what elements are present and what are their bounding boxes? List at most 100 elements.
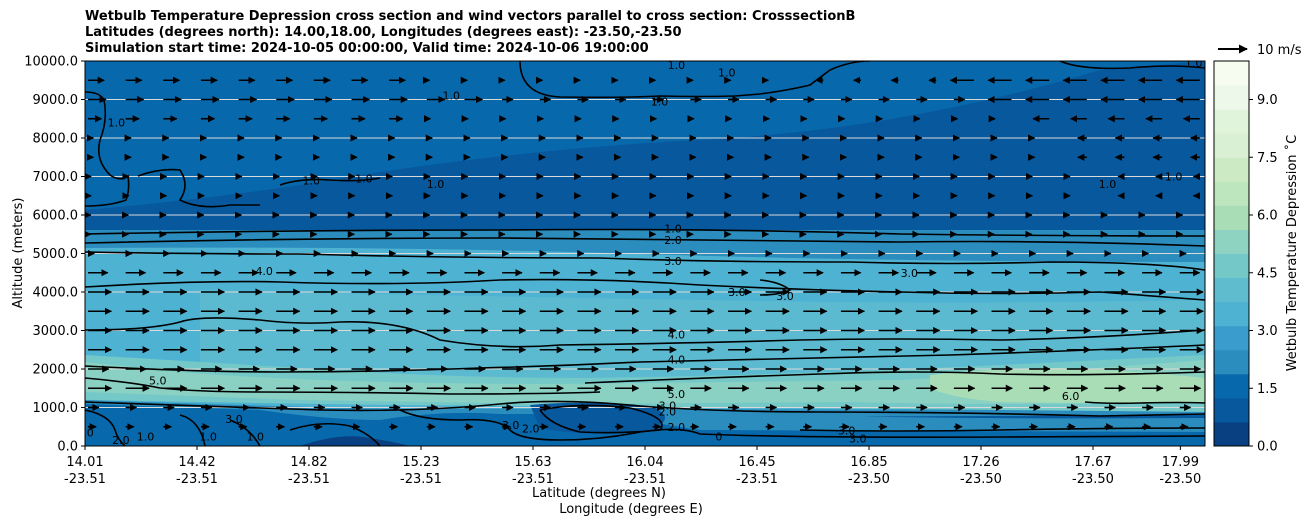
colorbar-segment — [1214, 181, 1249, 206]
contour-surface-b — [179, 414, 206, 446]
contour-label: 6.0 — [1062, 390, 1080, 403]
colorbar-tick-label: 6.0 — [1257, 209, 1278, 224]
contour-5-right — [584, 371, 1205, 384]
contour-label: 1.0 — [668, 59, 686, 72]
colorbar-segment — [1214, 85, 1249, 110]
x-tick-label-lon: -23.51 — [176, 472, 218, 487]
y-axis-label: Altitude (meters) — [11, 198, 26, 309]
colorbar-tick-label: 3.0 — [1257, 324, 1278, 339]
x-axis: 14.01 -23.51 14.42 -23.51 14.82 -23.51 15.23 -2… — [64, 446, 1201, 487]
contour-1-topright — [1059, 61, 1205, 70]
y-tick-label: 3000.0 — [33, 324, 79, 339]
colorbar-tick-label: 4.5 — [1257, 266, 1278, 281]
wind-vectors — [85, 76, 1204, 431]
gridlines — [85, 99, 1205, 408]
y-tick-label: 4000.0 — [33, 286, 79, 301]
colorbar-segment — [1214, 205, 1249, 230]
contour-label: 1.0 — [246, 430, 264, 443]
x-tick-label-lat: 14.42 — [178, 455, 215, 470]
colorbar-tick-label: 0.0 — [1257, 440, 1278, 455]
band-surface-min — [300, 436, 410, 446]
x-tick-label-lat: 16.85 — [850, 455, 887, 470]
x-tick-label-lon: -23.51 — [64, 472, 106, 487]
y-tick-label: 5000.0 — [33, 247, 79, 262]
colorbar-segment — [1214, 277, 1249, 303]
x-tick-label-lat: 17.26 — [962, 455, 999, 470]
contour-label: 3.0 — [502, 419, 520, 432]
contour-label: 1.0 — [442, 90, 460, 103]
colorbar-segment — [1214, 397, 1249, 423]
chart-title: Wetbulb Temperature Depression cross sec… — [85, 9, 855, 57]
contour-1-mid-a — [279, 177, 381, 186]
x-tick-label-lat: 16.45 — [738, 455, 775, 470]
contour-label: 1.0 — [355, 172, 373, 185]
y-tick-label: 9000.0 — [33, 93, 79, 108]
contour-1 — [85, 228, 1205, 237]
colorbar-segment — [1214, 109, 1249, 134]
contour-label: 4.0 — [668, 353, 686, 366]
contour-surface-d — [289, 422, 381, 446]
chart-title-line-3: Simulation start time: 2024-10-05 00:00:… — [85, 41, 649, 56]
contour-3-bump — [759, 279, 792, 296]
contour-label: 1.0 — [199, 430, 217, 443]
contour-label: 1.0 — [427, 178, 445, 191]
contour-1-top — [519, 61, 871, 99]
contour-label: 5.0 — [149, 375, 167, 388]
colorbar-segment — [1214, 61, 1249, 86]
colorbar-segment — [1214, 133, 1249, 158]
y-tick-label: 2000.0 — [33, 363, 79, 378]
x-tick-label-lon: -23.51 — [736, 472, 778, 487]
contour-label: 3.0 — [659, 400, 677, 413]
colorbar-segment — [1214, 373, 1249, 399]
x-tick-label-lat: 15.63 — [514, 455, 551, 470]
contour-label: 1.0 — [1099, 178, 1117, 191]
x-tick-label-lon: -23.51 — [288, 472, 330, 487]
contour-label: 1.0 — [718, 67, 736, 80]
y-axis: 0.0 1000.0 2000.0 3000.0 4000.0 5000.0 6000.0 7… — [24, 55, 85, 455]
contour-label: 2.0 — [112, 434, 130, 447]
contour-surface-a — [85, 409, 126, 446]
contour-label: 2.0 — [522, 423, 540, 436]
x-tick-label-lon: -23.50 — [848, 472, 890, 487]
chart-title-line-1: Wetbulb Temperature Depression cross sec… — [85, 9, 856, 24]
contour-label: 4.0 — [255, 265, 273, 278]
x-tick-label-lat: 16.04 — [626, 455, 663, 470]
contour-label: 3.0 — [664, 255, 682, 268]
contour-labels: 1.01.01.01.01.01.0 1.0 1.01.01.01.01.02.03… — [85, 57, 1203, 447]
contour-label: 1.0 — [137, 430, 155, 443]
contour-label: 5.0 — [668, 388, 686, 401]
contour-label: 3.0 — [901, 267, 919, 280]
x-tick-label-lon: -23.50 — [1159, 472, 1201, 487]
x-tick-label-lat: 15.23 — [402, 455, 439, 470]
y-tick-label: 1000.0 — [33, 401, 79, 416]
colorbar-segment — [1214, 421, 1249, 447]
x-tick-label-lon: -23.51 — [400, 472, 442, 487]
contour-label: 1.0 — [1185, 57, 1203, 70]
contour-5-left — [85, 377, 601, 395]
band-layer-6 — [930, 368, 1205, 403]
contour-label: 3.0 — [225, 413, 243, 426]
y-tick-label: 7000.0 — [33, 170, 79, 185]
contour-1-mid-b — [137, 168, 260, 208]
contour-label: 3.0 — [776, 290, 794, 303]
y-tick-label: 8000.0 — [33, 132, 79, 147]
contour-4-lower — [85, 344, 1205, 373]
contour-label: 1.0 — [664, 222, 682, 235]
contour-label: 0 — [715, 430, 722, 443]
contour-3-surface — [85, 400, 1205, 417]
x-tick-label-lon: -23.50 — [960, 472, 1002, 487]
plot-area: 1.01.01.01.01.01.0 1.0 1.01.01.01.01.02.03… — [85, 57, 1205, 447]
colorbar-segment — [1214, 349, 1249, 375]
x-axis-label-lat: Latitude (degrees N) — [532, 486, 666, 501]
colorbar-label: Wetbulb Temperature Depression ˚C — [1284, 135, 1300, 372]
colorbar-frame — [1213, 60, 1250, 447]
contour-label: 1.0 — [302, 174, 320, 187]
contour-2 — [85, 237, 1205, 247]
contour-2-surface — [399, 409, 1205, 441]
x-tick-label-lat: 17.99 — [1162, 455, 1199, 470]
quiver-key-label: 10 m/s — [1257, 43, 1302, 58]
contour-label: 1.0 — [1165, 171, 1183, 184]
contour-6 — [1084, 401, 1205, 405]
x-tick-label-lat: 14.01 — [66, 455, 103, 470]
contour-label: 2.0 — [668, 421, 686, 434]
